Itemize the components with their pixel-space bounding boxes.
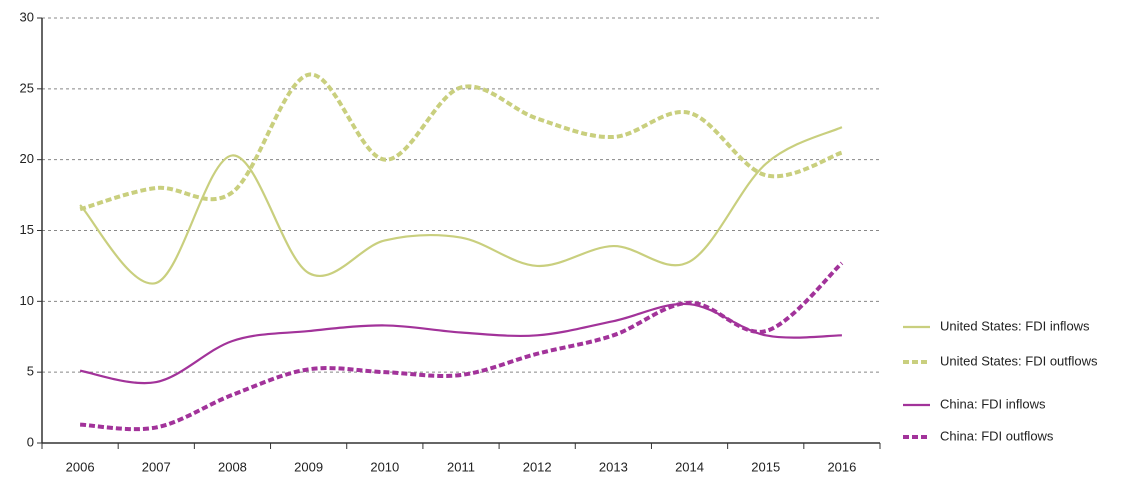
x-tick-label: 2016 [827, 459, 856, 474]
legend-label: China: FDI inflows [940, 396, 1046, 411]
x-tick-label: 2010 [370, 459, 399, 474]
x-tick-label: 2013 [599, 459, 628, 474]
y-tick-label: 25 [20, 80, 34, 95]
x-tick-label: 2007 [142, 459, 171, 474]
series-line [79, 302, 842, 385]
series-line [79, 261, 844, 432]
y-tick-label: 10 [20, 293, 34, 308]
y-tick-label: 0 [27, 434, 34, 449]
legend-label: United States: FDI outflows [940, 353, 1098, 368]
legend-label: United States: FDI inflows [940, 318, 1090, 333]
y-tick-label: 20 [20, 151, 34, 166]
x-tick-label: 2009 [294, 459, 323, 474]
series-line [79, 72, 843, 212]
legend-label: China: FDI outflows [940, 428, 1054, 443]
y-tick-label: 15 [20, 222, 34, 237]
x-tick-label: 2012 [523, 459, 552, 474]
y-tick-label: 5 [27, 364, 34, 379]
series-line [79, 126, 843, 285]
x-tick-label: 2011 [447, 459, 475, 474]
x-tick-label: 2015 [751, 459, 780, 474]
x-tick-label: 2006 [66, 459, 95, 474]
x-tick-label: 2014 [675, 459, 704, 474]
y-tick-label: 30 [20, 9, 34, 24]
x-tick-label: 2008 [218, 459, 247, 474]
